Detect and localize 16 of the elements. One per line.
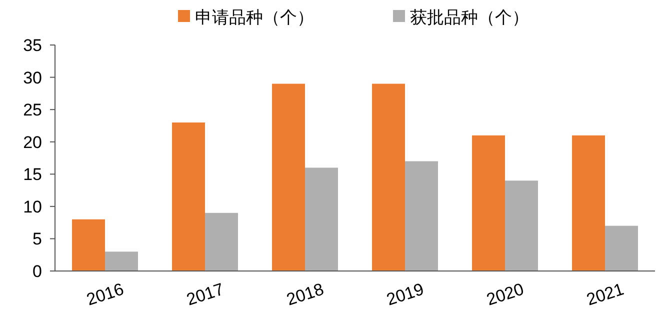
- x-tick-label: 2020: [484, 280, 526, 310]
- y-tick-label: 15: [23, 165, 42, 184]
- x-tick-label: 2019: [384, 280, 426, 310]
- y-tick-label: 20: [23, 132, 42, 152]
- x-tick-label: 2017: [184, 280, 226, 310]
- y-tick-label: 10: [23, 197, 42, 216]
- x-tick-label: 2018: [284, 280, 326, 310]
- x-tick-label: 2021: [584, 280, 626, 310]
- y-tick-label: 25: [23, 100, 42, 120]
- x-tick-label: 2016: [84, 280, 126, 310]
- y-tick-label: 5: [32, 230, 42, 249]
- legend-label: 申请品种（个）: [195, 8, 314, 27]
- y-tick-label: 30: [23, 68, 42, 88]
- legend-label: 获批品种（个）: [410, 8, 529, 27]
- y-tick-label: 35: [23, 36, 42, 55]
- y-tick-label: 0: [32, 262, 42, 281]
